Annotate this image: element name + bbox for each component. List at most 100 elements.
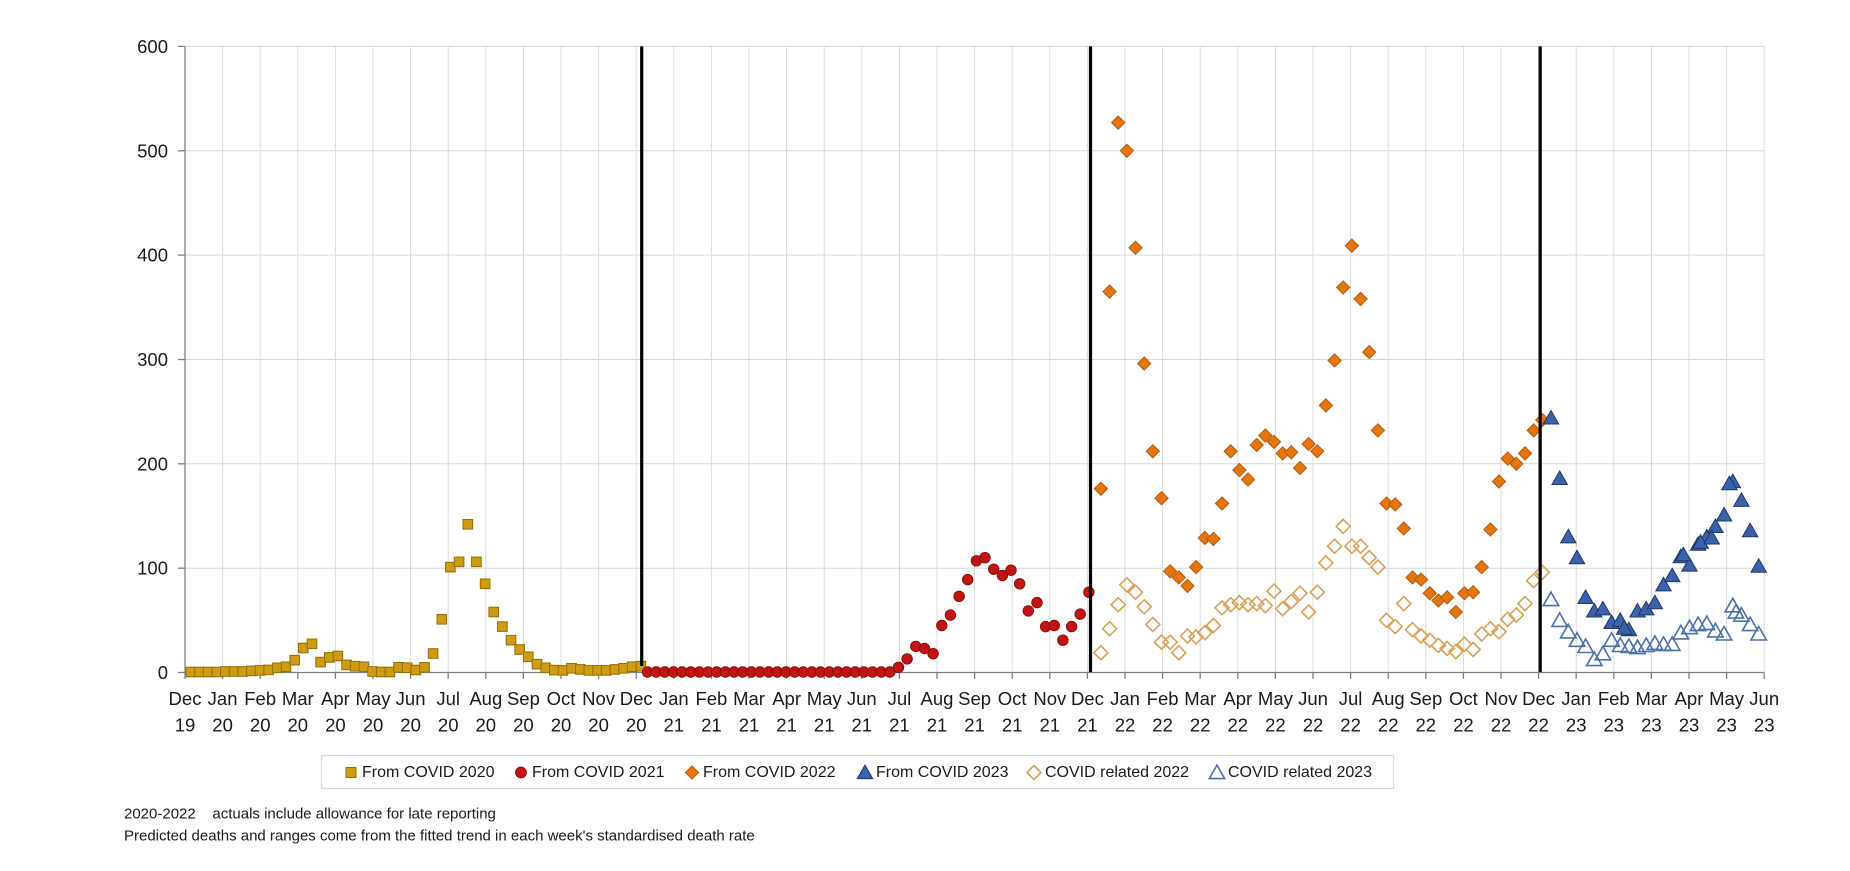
svg-text:22: 22 <box>1378 715 1399 736</box>
svg-text:From COVID 2023: From COVID 2023 <box>876 764 1009 781</box>
svg-text:Jun: Jun <box>1749 688 1779 709</box>
svg-text:Jul: Jul <box>888 688 912 709</box>
svg-text:300: 300 <box>137 349 168 370</box>
svg-text:Mar: Mar <box>282 688 314 709</box>
svg-text:22: 22 <box>1340 715 1361 736</box>
svg-text:22: 22 <box>1190 715 1211 736</box>
svg-text:21: 21 <box>814 715 835 736</box>
svg-text:Feb: Feb <box>244 688 276 709</box>
svg-text:Aug: Aug <box>1372 688 1405 709</box>
svg-text:Dec: Dec <box>1522 688 1555 709</box>
svg-text:22: 22 <box>1491 715 1512 736</box>
svg-text:Apr: Apr <box>1223 688 1252 709</box>
svg-text:22: 22 <box>1303 715 1324 736</box>
svg-text:Aug: Aug <box>469 688 502 709</box>
svg-text:22: 22 <box>1115 715 1136 736</box>
svg-text:Dec: Dec <box>620 688 653 709</box>
svg-text:Oct: Oct <box>998 688 1027 709</box>
svg-text:22: 22 <box>1528 715 1549 736</box>
svg-text:21: 21 <box>701 715 722 736</box>
svg-text:Feb: Feb <box>1598 688 1630 709</box>
svg-text:COVID related 2022: COVID related 2022 <box>1045 764 1189 781</box>
svg-text:Feb: Feb <box>695 688 727 709</box>
svg-text:May: May <box>356 688 392 709</box>
svg-text:Mar: Mar <box>1635 688 1667 709</box>
svg-text:21: 21 <box>889 715 910 736</box>
svg-text:21: 21 <box>852 715 873 736</box>
svg-text:From COVID 2022: From COVID 2022 <box>703 764 836 781</box>
svg-text:600: 600 <box>137 36 168 57</box>
svg-text:22: 22 <box>1265 715 1286 736</box>
svg-text:Jan: Jan <box>208 688 238 709</box>
svg-text:Nov: Nov <box>1485 688 1519 709</box>
svg-text:20: 20 <box>212 715 233 736</box>
svg-text:21: 21 <box>664 715 685 736</box>
svg-text:Sep: Sep <box>507 688 540 709</box>
svg-text:Oct: Oct <box>547 688 576 709</box>
svg-text:23: 23 <box>1566 715 1587 736</box>
svg-text:May: May <box>807 688 843 709</box>
svg-text:20: 20 <box>363 715 384 736</box>
svg-text:19: 19 <box>175 715 196 736</box>
svg-text:21: 21 <box>1077 715 1098 736</box>
svg-text:21: 21 <box>1040 715 1061 736</box>
svg-text:20: 20 <box>438 715 459 736</box>
svg-text:Jun: Jun <box>847 688 877 709</box>
svg-text:Apr: Apr <box>321 688 350 709</box>
svg-text:23: 23 <box>1716 715 1737 736</box>
svg-text:May: May <box>1709 688 1745 709</box>
svg-text:23: 23 <box>1754 715 1775 736</box>
svg-text:22: 22 <box>1453 715 1474 736</box>
svg-text:0: 0 <box>158 662 168 683</box>
svg-text:500: 500 <box>137 140 168 161</box>
svg-text:From COVID 2020: From COVID 2020 <box>362 764 495 781</box>
svg-text:Nov: Nov <box>582 688 616 709</box>
svg-text:22: 22 <box>1228 715 1249 736</box>
svg-text:Jul: Jul <box>1339 688 1363 709</box>
svg-text:COVID related 2023: COVID related 2023 <box>1228 764 1372 781</box>
svg-text:From COVID 2021: From COVID 2021 <box>532 764 665 781</box>
svg-text:May: May <box>1258 688 1294 709</box>
svg-text:Mar: Mar <box>1184 688 1216 709</box>
svg-text:21: 21 <box>927 715 948 736</box>
svg-text:200: 200 <box>137 453 168 474</box>
svg-text:Jul: Jul <box>436 688 460 709</box>
svg-text:20: 20 <box>513 715 534 736</box>
svg-text:20: 20 <box>626 715 647 736</box>
svg-text:Sep: Sep <box>1409 688 1442 709</box>
svg-text:20: 20 <box>288 715 309 736</box>
svg-text:21: 21 <box>739 715 760 736</box>
svg-text:20: 20 <box>588 715 609 736</box>
svg-text:21: 21 <box>776 715 797 736</box>
svg-text:Apr: Apr <box>772 688 801 709</box>
svg-text:23: 23 <box>1641 715 1662 736</box>
svg-text:Oct: Oct <box>1449 688 1478 709</box>
svg-text:23: 23 <box>1679 715 1700 736</box>
svg-text:Jun: Jun <box>1298 688 1328 709</box>
svg-text:Feb: Feb <box>1147 688 1179 709</box>
svg-text:20: 20 <box>476 715 497 736</box>
svg-text:Jan: Jan <box>1110 688 1140 709</box>
svg-text:Dec: Dec <box>169 688 202 709</box>
svg-text:Mar: Mar <box>733 688 765 709</box>
svg-text:Aug: Aug <box>921 688 954 709</box>
svg-text:22: 22 <box>1416 715 1437 736</box>
svg-text:20: 20 <box>551 715 572 736</box>
svg-text:100: 100 <box>137 558 168 579</box>
svg-text:22: 22 <box>1152 715 1173 736</box>
svg-text:Jan: Jan <box>1561 688 1591 709</box>
svg-text:400: 400 <box>137 245 168 266</box>
svg-text:Apr: Apr <box>1675 688 1704 709</box>
svg-text:21: 21 <box>964 715 985 736</box>
svg-text:Jun: Jun <box>396 688 426 709</box>
svg-text:21: 21 <box>1002 715 1023 736</box>
svg-text:Nov: Nov <box>1033 688 1067 709</box>
svg-text:Jan: Jan <box>659 688 689 709</box>
svg-text:Dec: Dec <box>1071 688 1104 709</box>
svg-text:Sep: Sep <box>958 688 991 709</box>
svg-text:23: 23 <box>1604 715 1625 736</box>
svg-text:2020-2022 actuals include a: 2020-2022 actuals include allowance for … <box>124 806 496 823</box>
svg-text:Predicted deaths and ranges co: Predicted deaths and ranges come from th… <box>124 828 755 845</box>
svg-text:20: 20 <box>325 715 346 736</box>
svg-text:20: 20 <box>400 715 421 736</box>
